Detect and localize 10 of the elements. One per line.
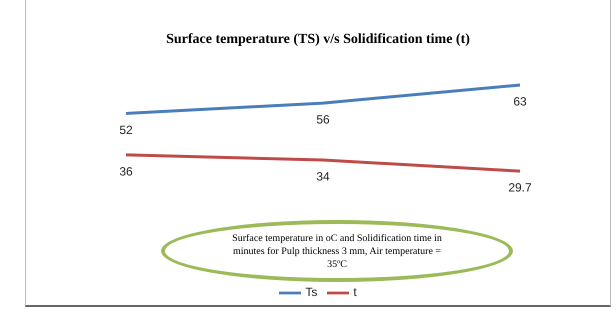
data-label: 56 — [316, 112, 330, 127]
legend-label: Ts — [305, 285, 318, 300]
chart-title: Surface temperature (TS) v/s Solidification time (t) — [165, 32, 471, 48]
ellipse-outline: Surface temperature in oC and Solidification time in minutes for Pulp thickness 3 mm, Air temperature = 35ºC — [161, 220, 513, 282]
legend-label: t — [353, 285, 357, 300]
data-label: 63 — [513, 94, 527, 109]
data-label: 34 — [316, 170, 330, 184]
data-label: 29.7 — [508, 180, 532, 195]
data-label: 36 — [119, 164, 133, 178]
data-label: 52 — [119, 122, 133, 137]
